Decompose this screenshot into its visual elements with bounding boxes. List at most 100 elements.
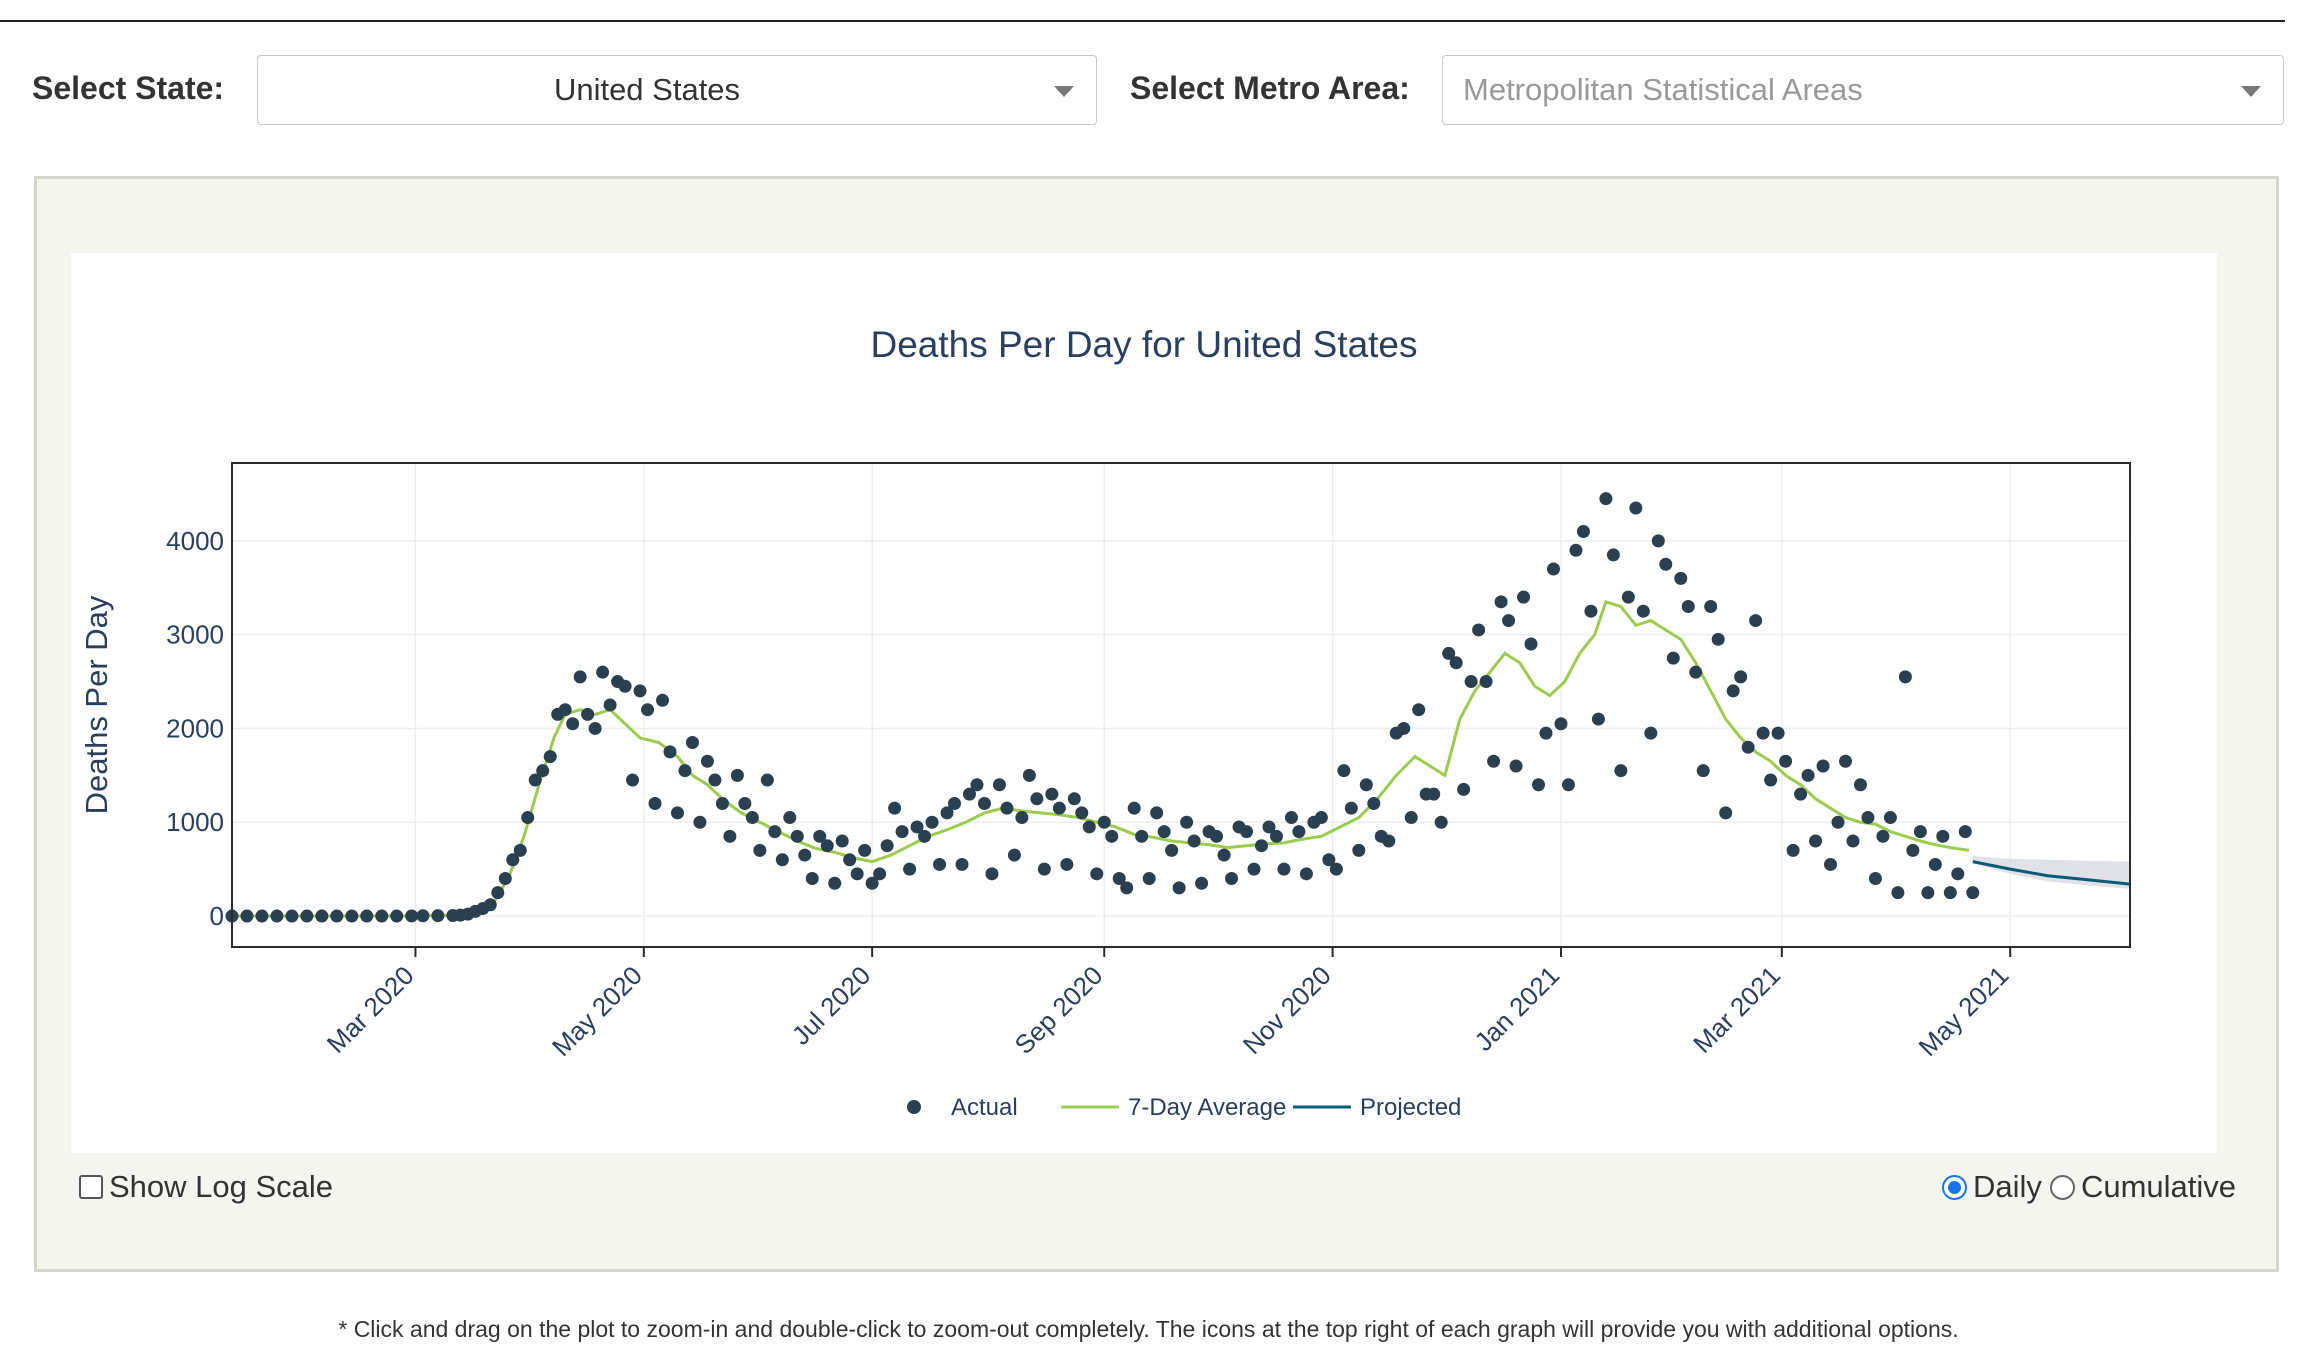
x-tick-label: Nov 2020: [1237, 960, 1337, 1060]
chart-title: Deaths Per Day for United States: [870, 324, 1417, 365]
y-tick-label: 4000: [166, 526, 224, 556]
actual-point: [790, 829, 804, 843]
actual-point: [828, 876, 842, 890]
actual-point: [1284, 811, 1298, 825]
actual-point: [270, 909, 284, 923]
actual-point: [1943, 886, 1957, 900]
actual-point: [483, 898, 497, 912]
log-scale-checkbox[interactable]: [79, 1175, 103, 1199]
x-tick-label: Sep 2020: [1009, 960, 1109, 1060]
actual-point: [285, 909, 299, 923]
actual-point: [521, 811, 535, 825]
x-tick-label: Mar 2020: [321, 960, 420, 1059]
actual-point: [723, 829, 737, 843]
actual-point: [1741, 740, 1755, 754]
actual-point: [1554, 717, 1568, 731]
actual-point: [1292, 825, 1306, 839]
actual-point: [603, 698, 617, 712]
actual-point: [1037, 862, 1051, 876]
actual-point: [1614, 764, 1628, 778]
actual-point: [1412, 703, 1426, 717]
actual-point: [1479, 675, 1493, 689]
cumulative-label: Cumulative: [2080, 1169, 2236, 1204]
daily-label: Daily: [1973, 1169, 2042, 1204]
actual-point: [558, 703, 572, 717]
actual-point: [375, 909, 389, 923]
actual-point: [1359, 778, 1373, 792]
actual-point: [1464, 675, 1478, 689]
actual-point: [1816, 759, 1830, 773]
actual-point: [390, 909, 404, 923]
actual-point: [641, 703, 655, 717]
actual-point: [1150, 806, 1164, 820]
actual-point: [715, 796, 729, 810]
actual-point: [1517, 590, 1531, 604]
metro-select[interactable]: Metropolitan Statistical Areas: [1442, 55, 2284, 125]
actual-point: [240, 909, 254, 923]
actual-point: [1367, 796, 1381, 810]
actual-point: [865, 876, 879, 890]
x-tick-label: Jul 2020: [786, 960, 877, 1051]
legend-projected-label: Projected: [1360, 1094, 1461, 1121]
actual-point: [528, 773, 542, 787]
actual-point: [1928, 857, 1942, 871]
actual-point: [315, 909, 329, 923]
actual-point: [1704, 600, 1718, 614]
actual-point: [1105, 829, 1119, 843]
actual-point: [768, 825, 782, 839]
actual-point: [1621, 590, 1635, 604]
actual-point: [1599, 492, 1613, 506]
actual-point: [1868, 872, 1882, 886]
actual-point: [1681, 600, 1695, 614]
actual-point: [1157, 825, 1171, 839]
footnote: * Click and drag on the plot to zoom-in …: [338, 1316, 1959, 1342]
actual-point: [873, 867, 887, 881]
state-select[interactable]: United States: [257, 55, 1097, 125]
actual-point: [962, 787, 976, 801]
actual-point: [1180, 815, 1194, 829]
actual-point: [588, 721, 602, 735]
cumulative-radio[interactable]: [2049, 1174, 2075, 1200]
plot-area[interactable]: Deaths Per Day for United States 0 1000 200…: [71, 253, 2217, 1153]
actual-point: [1135, 829, 1149, 843]
actual-point: [1659, 557, 1673, 571]
actual-point: [1771, 726, 1785, 740]
actual-point: [880, 839, 894, 853]
state-select-value: United States: [553, 72, 741, 107]
actual-point: [1427, 787, 1441, 801]
actual-point: [1457, 782, 1471, 796]
select-state-label: Select State:: [32, 70, 225, 106]
deaths-chart[interactable]: Deaths Per Day for United States 0 1000 200…: [71, 253, 2217, 1153]
actual-point: [491, 886, 505, 900]
actual-point: [300, 909, 314, 923]
actual-point: [1876, 829, 1890, 843]
actual-point: [1906, 843, 1920, 857]
actual-point: [1524, 637, 1538, 651]
actual-point: [903, 862, 917, 876]
actual-point: [850, 867, 864, 881]
actual-point: [693, 815, 707, 829]
actual-point: [431, 909, 445, 923]
log-scale-control[interactable]: Show Log Scale: [79, 1169, 333, 1205]
daily-radio[interactable]: [1942, 1174, 1968, 1200]
actual-point: [1344, 801, 1358, 815]
actual-point: [1082, 820, 1096, 834]
actual-point: [1352, 843, 1366, 857]
actual-point: [708, 773, 722, 787]
actual-point: [955, 857, 969, 871]
actual-point: [618, 679, 632, 693]
actual-point: [700, 754, 714, 768]
actual-point: [1958, 825, 1972, 839]
actual-point: [783, 811, 797, 825]
mode-control[interactable]: Daily Cumulative: [1942, 1169, 2244, 1205]
legend-actual-label: Actual: [951, 1094, 1018, 1121]
actual-point: [345, 909, 359, 923]
actual-point: [760, 773, 774, 787]
actual-point: [1966, 886, 1980, 900]
actual-point: [1666, 651, 1680, 665]
actual-point: [1689, 665, 1703, 679]
actual-point: [543, 750, 557, 764]
actual-point: [1195, 876, 1209, 890]
legend-actual-marker: [907, 1100, 921, 1114]
actual-point: [888, 801, 902, 815]
